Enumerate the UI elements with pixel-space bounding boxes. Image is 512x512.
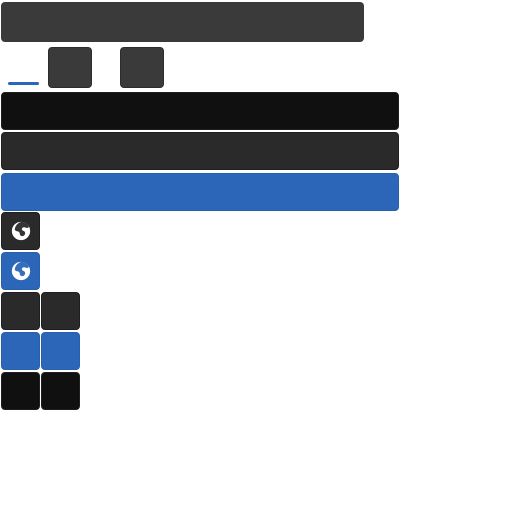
grid-cell-label [42,373,43,374]
dark-row[interactable] [1,92,399,130]
top-bar-text [1,2,2,3]
dark-row-text [2,93,3,94]
grid-cell-r2-c2[interactable] [41,332,80,370]
grid-cell-r3-c2[interactable] [41,372,80,410]
active-tab-label [8,82,9,83]
grid-cell-label [42,293,43,294]
grid-cell-label [42,333,43,334]
grid-cell-r3-c1[interactable] [1,372,40,410]
toolbar-button-2[interactable] [120,47,164,88]
globe-tile-dark[interactable] [1,212,40,250]
toolbar-button-1[interactable] [48,47,92,88]
toolbar-button-2-label [121,48,122,49]
grid-cell-r2-c1[interactable] [1,332,40,370]
selected-row-text [2,174,3,175]
grid-cell-label [2,333,3,334]
toolbar-button-1-label [49,48,50,49]
globe-icon [11,221,30,241]
globe-icon [11,261,30,281]
grid-cell-label [2,293,3,294]
grid-cell-r1-c2[interactable] [41,292,80,330]
globe-tile-blue[interactable] [1,252,40,290]
grid-cell-r1-c1[interactable] [1,292,40,330]
active-tab-underline[interactable] [8,82,39,85]
mid-row[interactable] [1,132,399,170]
mid-row-text [2,133,3,134]
selected-row[interactable] [1,173,399,211]
top-bar[interactable] [1,2,364,42]
grid-cell-label [2,373,3,374]
